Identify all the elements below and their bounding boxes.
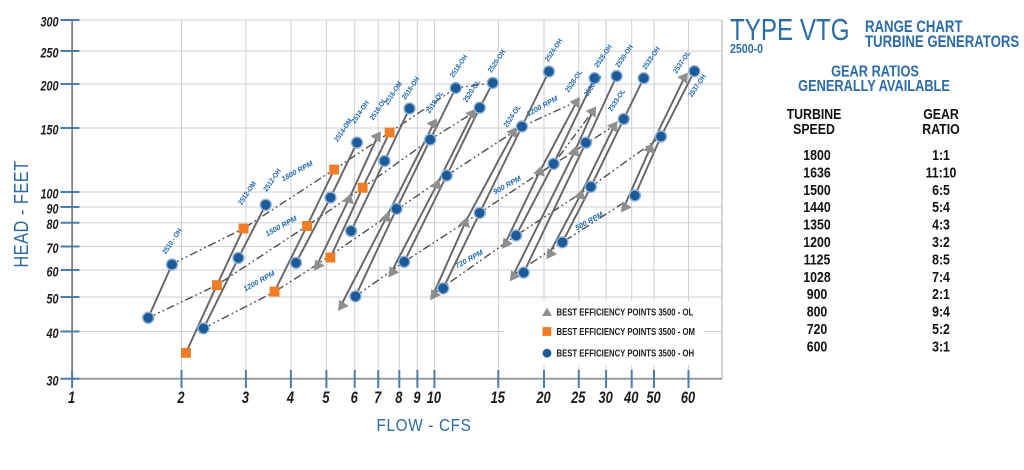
svg-text:RANGE CHART: RANGE CHART <box>865 18 963 37</box>
svg-text:7:4: 7:4 <box>932 269 950 285</box>
svg-text:TYPE VTG: TYPE VTG <box>730 12 850 47</box>
svg-text:1500: 1500 <box>803 182 830 198</box>
svg-text:SPEED: SPEED <box>793 121 835 137</box>
svg-text:90: 90 <box>46 201 58 216</box>
svg-text:900: 900 <box>807 286 828 302</box>
svg-text:6:5: 6:5 <box>932 182 950 198</box>
svg-text:2500-0: 2500-0 <box>730 42 763 56</box>
svg-text:10: 10 <box>427 390 442 408</box>
svg-text:4: 4 <box>286 390 294 408</box>
svg-text:8: 8 <box>395 390 403 408</box>
svg-text:60: 60 <box>46 264 58 279</box>
svg-text:GENERALLY AVAILABLE: GENERALLY AVAILABLE <box>798 78 950 96</box>
svg-text:FLOW - CFS: FLOW - CFS <box>376 415 471 435</box>
svg-text:1440: 1440 <box>803 199 830 215</box>
svg-text:15: 15 <box>491 390 506 408</box>
svg-text:1028: 1028 <box>803 269 831 285</box>
svg-text:720: 720 <box>807 321 828 337</box>
svg-text:1350: 1350 <box>803 217 830 233</box>
svg-text:GEAR: GEAR <box>923 106 959 122</box>
svg-text:9: 9 <box>413 390 421 408</box>
svg-text:4:3: 4:3 <box>932 217 950 233</box>
svg-text:1: 1 <box>68 390 75 408</box>
svg-text:3: 3 <box>242 390 250 408</box>
svg-text:1125: 1125 <box>804 251 831 267</box>
svg-text:5: 5 <box>322 390 330 408</box>
svg-text:30: 30 <box>46 373 58 388</box>
svg-text:2: 2 <box>177 390 186 408</box>
svg-text:40: 40 <box>46 326 59 341</box>
svg-text:8:5: 8:5 <box>932 251 950 267</box>
svg-text:40: 40 <box>623 390 639 408</box>
svg-text:TURBINE: TURBINE <box>787 106 842 122</box>
svg-text:5:2: 5:2 <box>932 321 950 337</box>
svg-text:50: 50 <box>46 291 58 306</box>
svg-text:2:1: 2:1 <box>932 286 950 302</box>
svg-text:1636: 1636 <box>803 164 830 180</box>
svg-text:1200: 1200 <box>803 234 830 250</box>
svg-text:100: 100 <box>40 186 58 201</box>
svg-text:6: 6 <box>351 390 359 408</box>
svg-text:200: 200 <box>40 78 59 93</box>
svg-text:9:4: 9:4 <box>932 304 950 320</box>
svg-text:150: 150 <box>40 122 58 137</box>
svg-text:300: 300 <box>40 14 58 29</box>
svg-text:7: 7 <box>374 390 382 408</box>
svg-text:1800: 1800 <box>803 147 830 163</box>
svg-text:3:2: 3:2 <box>932 234 950 250</box>
svg-text:30: 30 <box>598 390 613 408</box>
svg-text:250: 250 <box>40 45 59 60</box>
svg-text:BEST EFFICIENCY POINTS 3500 -: BEST EFFICIENCY POINTS 3500 - OL <box>557 307 694 318</box>
svg-text:80: 80 <box>46 217 58 232</box>
svg-text:GEAR RATIOS: GEAR RATIOS <box>831 63 919 81</box>
svg-text:BEST EFFICIENCY POINTS 3500 -: BEST EFFICIENCY POINTS 3500 - OH <box>557 348 695 359</box>
svg-text:60: 60 <box>681 390 696 408</box>
svg-text:TURBINE GENERATORS: TURBINE GENERATORS <box>865 33 1019 52</box>
svg-text:600: 600 <box>807 338 828 354</box>
svg-text:HEAD - FEET: HEAD - FEET <box>9 160 32 267</box>
svg-text:3:1: 3:1 <box>932 338 950 354</box>
svg-text:800: 800 <box>807 304 828 320</box>
svg-text:25: 25 <box>570 390 586 408</box>
svg-text:1:1: 1:1 <box>932 147 950 163</box>
svg-text:BEST EFFICIENCY POINTS 3500 -: BEST EFFICIENCY POINTS 3500 - OM <box>557 326 695 337</box>
svg-text:50: 50 <box>646 390 661 408</box>
svg-text:20: 20 <box>535 390 551 408</box>
svg-text:11:10: 11:10 <box>926 164 957 180</box>
svg-text:RATIO: RATIO <box>922 121 959 137</box>
svg-text:5:4: 5:4 <box>932 199 950 215</box>
svg-text:70: 70 <box>46 241 58 256</box>
